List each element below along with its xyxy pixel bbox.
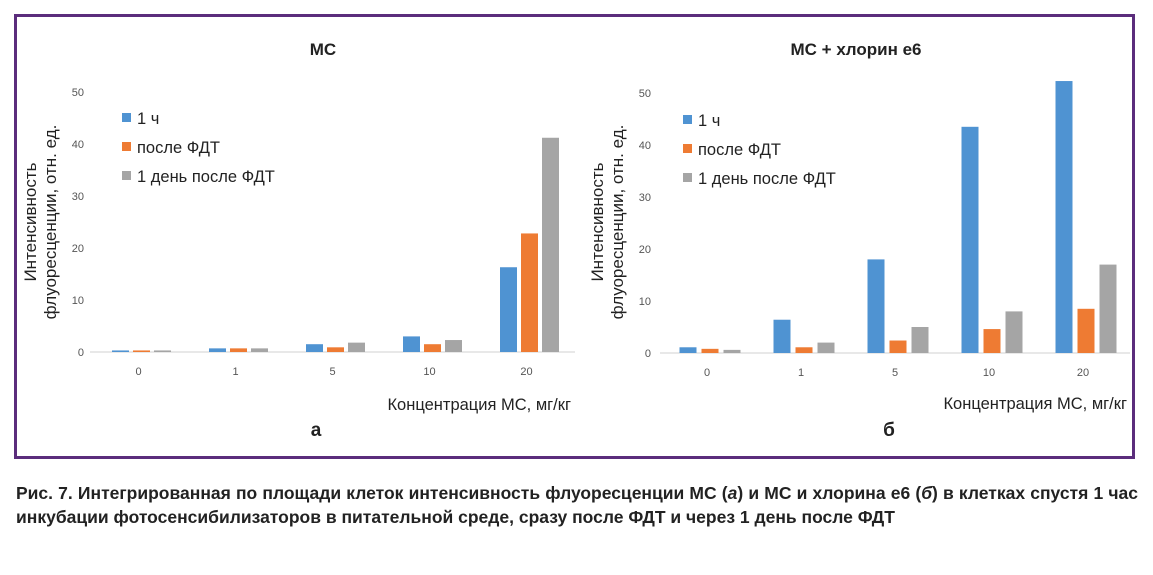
bar [154,350,171,352]
bar [1055,81,1073,353]
y-tick-label: 20 [72,243,84,255]
legend-label: 1 ч [137,110,159,128]
bar [911,327,929,353]
bar [306,344,323,352]
figure-caption: Рис. 7. Интегрированная по площади клето… [16,481,1138,529]
y-tick-label: 50 [72,87,84,99]
bar [424,344,441,352]
legend-label: 1 ч [698,112,720,130]
x-tick-label: 1 [232,366,238,378]
y-tick-label: 10 [639,296,651,308]
chart-panel-b: МС + хлорин е6 0 10 20 30 40 50 0 1 5 10 20 1 ч после… [588,40,1130,413]
y-tick-label: 0 [645,348,651,360]
bar [795,347,813,353]
bar [348,342,365,352]
bar [701,348,719,353]
bar [983,329,1001,353]
bar [773,319,791,353]
bar [1005,311,1023,353]
x-tick-label: 10 [423,366,435,378]
x-tick-label: 20 [520,366,532,378]
y-axis-label-line2: флуоресценции, отн. ед. [41,125,60,320]
y-tick-label: 30 [639,192,651,204]
caption-ref-a: а [727,483,738,503]
y-axis-label-line1: Интенсивность [21,162,40,281]
bar [817,342,835,353]
chart-title: МС [310,40,336,59]
x-axis-label: Концентрация МС, мг/кг [387,396,571,414]
bar [327,347,344,352]
bar [133,350,150,352]
legend-swatch [122,113,131,122]
y-tick-label: 40 [72,139,84,151]
x-tick-label: 20 [1077,367,1089,379]
x-tick-label: 5 [892,367,898,379]
bar [251,348,268,352]
bar [679,347,697,353]
bar [209,348,226,352]
legend-swatch [122,171,131,180]
legend-swatch [683,115,692,124]
caption-ref-b: б [921,483,933,503]
y-tick-label: 10 [72,295,84,307]
bar [542,137,559,352]
bar [1099,264,1117,353]
panel-label-a: а [310,420,322,441]
panel-label-b: б [883,420,895,441]
legend-swatch [122,142,131,151]
bar [445,340,462,352]
bar [961,126,979,353]
y-tick-label: 40 [639,140,651,152]
legend-swatch [683,144,692,153]
bar [521,233,538,352]
legend-label: после ФДТ [137,139,220,157]
x-tick-label: 0 [704,367,710,379]
bar [867,259,885,353]
caption-mid: ) и МС и хлорина е6 ( [737,483,922,503]
legend-label: после ФДТ [698,141,781,159]
y-axis-label-line2: флуоресценции, отн. ед. [608,125,627,320]
bar [112,350,129,352]
x-axis-label: Концентрация МС, мг/кг [943,395,1127,413]
bar [500,267,517,352]
legend-swatch [683,173,692,182]
y-tick-label: 30 [72,191,84,203]
bar [723,349,741,353]
chart-title: МС + хлорин е6 [791,40,922,59]
x-tick-label: 1 [798,367,804,379]
caption-lead: Рис. 7. Интегрированная по площади клето… [16,483,728,503]
caption-rest: ) в клетках спустя 1 час инкубации фотос… [16,483,1138,527]
y-tick-label: 50 [639,88,651,100]
chart-panel-a: МС 0 10 20 30 40 50 0 1 5 10 20 1 ч после ФДТ 1 день п… [21,40,575,414]
x-tick-label: 10 [983,367,995,379]
y-tick-label: 20 [639,244,651,256]
legend-label: 1 день после ФДТ [698,170,836,188]
figure-frame [14,14,1135,459]
x-tick-label: 0 [135,366,141,378]
bar [230,348,247,352]
bar [403,336,420,352]
legend-label: 1 день после ФДТ [137,168,275,186]
bar [1077,308,1095,353]
y-axis-label-line1: Интенсивность [588,162,607,281]
x-tick-label: 5 [329,366,335,378]
bar [889,340,907,353]
y-tick-label: 0 [78,347,84,359]
